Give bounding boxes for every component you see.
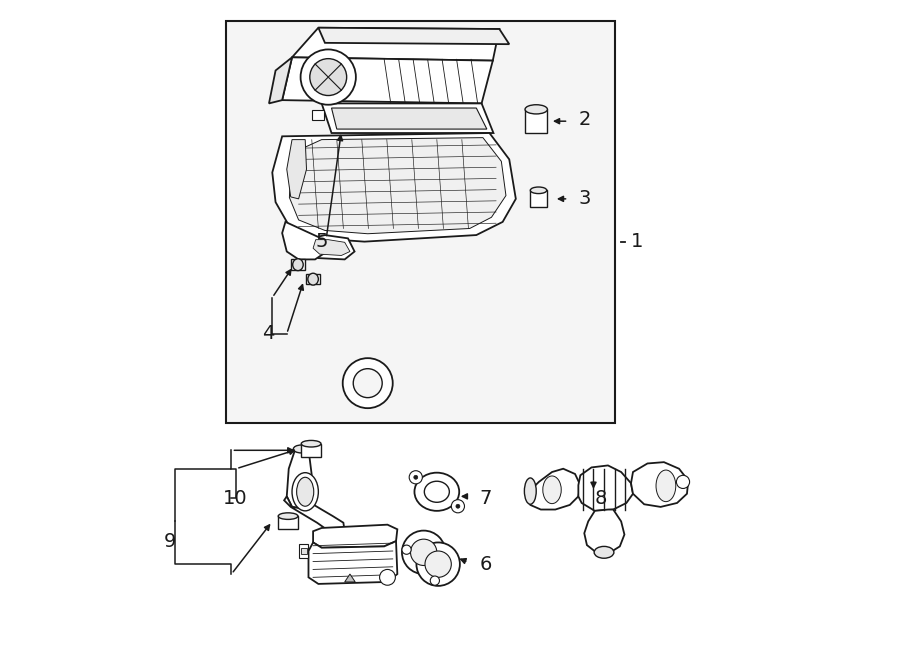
Ellipse shape: [278, 513, 298, 520]
Polygon shape: [283, 58, 493, 103]
Ellipse shape: [525, 104, 547, 114]
Polygon shape: [291, 259, 305, 270]
Text: 6: 6: [480, 555, 492, 574]
Polygon shape: [309, 541, 397, 584]
Polygon shape: [292, 28, 500, 61]
Polygon shape: [278, 516, 298, 529]
Ellipse shape: [297, 477, 314, 506]
Polygon shape: [306, 274, 320, 284]
Text: 2: 2: [579, 110, 590, 130]
Circle shape: [451, 500, 464, 513]
Text: 7: 7: [480, 489, 492, 508]
Polygon shape: [530, 190, 547, 208]
Ellipse shape: [656, 470, 676, 502]
Polygon shape: [299, 545, 309, 558]
Circle shape: [310, 59, 346, 96]
Polygon shape: [331, 108, 487, 129]
Circle shape: [402, 545, 411, 555]
Polygon shape: [313, 240, 350, 255]
Polygon shape: [525, 109, 547, 133]
Circle shape: [417, 543, 460, 586]
Polygon shape: [287, 449, 311, 508]
Ellipse shape: [292, 473, 319, 511]
Circle shape: [410, 539, 436, 565]
Text: 8: 8: [595, 489, 608, 508]
Polygon shape: [321, 103, 493, 133]
Circle shape: [353, 369, 382, 398]
Ellipse shape: [530, 187, 547, 194]
Circle shape: [343, 358, 392, 408]
Circle shape: [301, 50, 356, 104]
Polygon shape: [319, 28, 509, 44]
Text: 1: 1: [631, 232, 644, 251]
Polygon shape: [526, 469, 581, 510]
Polygon shape: [269, 58, 292, 103]
Ellipse shape: [293, 445, 309, 453]
Ellipse shape: [594, 547, 614, 559]
Polygon shape: [290, 137, 506, 234]
Circle shape: [402, 531, 446, 574]
Polygon shape: [283, 222, 327, 259]
Circle shape: [380, 569, 395, 585]
Polygon shape: [302, 444, 321, 457]
Text: 10: 10: [223, 489, 248, 508]
Text: 5: 5: [315, 232, 328, 251]
Polygon shape: [579, 465, 633, 511]
Ellipse shape: [308, 273, 319, 285]
Text: 4: 4: [263, 325, 274, 343]
Bar: [226, 21, 615, 422]
Polygon shape: [273, 133, 516, 242]
Ellipse shape: [424, 481, 449, 502]
Circle shape: [430, 576, 439, 585]
Polygon shape: [301, 548, 307, 555]
Text: 9: 9: [164, 531, 176, 551]
Circle shape: [414, 475, 418, 479]
Ellipse shape: [543, 476, 562, 504]
Polygon shape: [631, 462, 688, 507]
Polygon shape: [345, 574, 356, 582]
Polygon shape: [309, 235, 355, 259]
Ellipse shape: [415, 473, 459, 511]
Circle shape: [425, 551, 451, 577]
Circle shape: [456, 504, 460, 508]
Ellipse shape: [525, 478, 536, 504]
Circle shape: [410, 471, 422, 484]
Polygon shape: [584, 510, 625, 553]
Polygon shape: [284, 496, 345, 536]
Ellipse shape: [302, 440, 321, 447]
Polygon shape: [313, 525, 397, 548]
Polygon shape: [311, 110, 324, 120]
Text: 3: 3: [579, 189, 590, 208]
Polygon shape: [287, 139, 307, 199]
Ellipse shape: [292, 258, 303, 270]
Circle shape: [677, 475, 689, 488]
